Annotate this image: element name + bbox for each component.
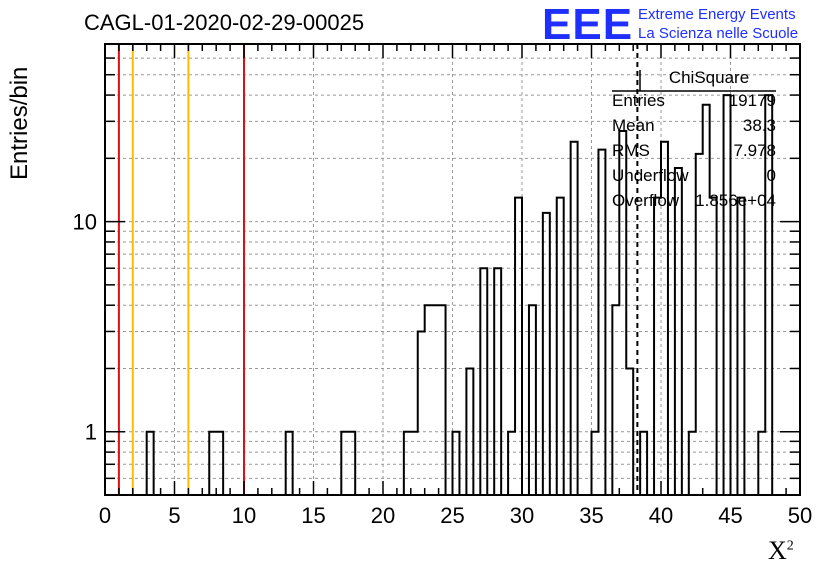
- x-tick-label: 20: [371, 503, 395, 528]
- eee-logo: EEE: [542, 0, 634, 49]
- histogram-bin: [592, 432, 599, 495]
- stats-value: 19179: [728, 91, 776, 110]
- x-tick-label: 25: [440, 503, 464, 528]
- x-axis-label-base: X: [768, 536, 787, 565]
- x-axis-label-sup: 2: [786, 538, 794, 554]
- stats-row-overflow: Overflow 1.856e+04: [612, 188, 776, 213]
- x-tick-label: 50: [788, 503, 812, 528]
- histogram-bin: [640, 432, 647, 495]
- chart-title: CAGL-01-2020-02-29-00025: [84, 10, 365, 35]
- histogram-bin: [404, 432, 411, 495]
- histogram-bin: [529, 305, 536, 495]
- histogram-bin: [710, 198, 717, 495]
- x-axis-label: X2: [768, 536, 794, 566]
- histogram-bin: [341, 432, 348, 495]
- histogram-bin: [515, 198, 522, 495]
- histogram-bin: [675, 168, 682, 495]
- histogram-bin: [147, 432, 154, 495]
- stats-value: 0: [766, 166, 776, 185]
- x-tick-label: 30: [510, 503, 534, 528]
- x-tick-label: 0: [99, 503, 111, 528]
- histogram-bin: [480, 268, 487, 495]
- stats-label: Entries: [612, 91, 665, 110]
- histogram-bin: [494, 268, 501, 495]
- histogram-bin: [453, 432, 460, 495]
- x-tick-label: 45: [718, 503, 742, 528]
- stats-row-rms: RMS 7.978: [612, 138, 776, 163]
- x-tick-label: 40: [649, 503, 673, 528]
- histogram-bin: [654, 198, 661, 495]
- stats-row-mean: Mean 38.3: [612, 113, 776, 138]
- histogram-bin: [432, 305, 439, 495]
- y-tick-label: 1: [85, 420, 97, 445]
- histogram-bin: [689, 432, 696, 495]
- histogram-bin: [508, 432, 515, 495]
- x-tick-label: 35: [579, 503, 603, 528]
- x-tick-label: 5: [168, 503, 180, 528]
- stats-label: RMS: [612, 141, 650, 160]
- stats-title: ChiSquare: [668, 68, 750, 87]
- histogram-bin: [216, 432, 223, 495]
- histogram-bin: [425, 305, 432, 495]
- x-tick-label: 10: [232, 503, 256, 528]
- logo-line-2: La Scienza nelle Scuole: [638, 25, 799, 42]
- histogram-bin: [626, 368, 633, 495]
- histogram-bin: [439, 305, 446, 495]
- stats-value: 7.978: [733, 141, 776, 160]
- histogram-bin: [598, 150, 605, 495]
- histogram-bin: [557, 198, 564, 495]
- stats-row-entries: Entries 19179: [612, 88, 776, 113]
- stats-row-underflow: Underflow 0: [612, 163, 776, 188]
- logo-line-1: Extreme Energy Events: [638, 6, 796, 23]
- histogram-bin: [466, 368, 473, 495]
- histogram-bin: [209, 432, 216, 495]
- histogram-bin: [737, 198, 744, 495]
- x-tick-label: 15: [301, 503, 325, 528]
- stats-label: Underflow: [612, 166, 689, 185]
- histogram-bin: [758, 432, 765, 495]
- stats-box: ChiSquare Entries 19179 Mean 38.3 RMS 7.978 Un…: [612, 68, 776, 213]
- histogram-bin: [571, 142, 578, 495]
- stats-label: Mean: [612, 116, 655, 135]
- histogram-bin: [543, 213, 550, 495]
- histogram-bin: [286, 432, 293, 495]
- stats-label: Overflow: [612, 191, 680, 210]
- histogram-bin: [411, 432, 418, 495]
- histogram-bin: [348, 432, 355, 495]
- stats-value: 1.856e+04: [695, 191, 776, 210]
- stats-value: 38.3: [742, 116, 776, 135]
- histogram-bin: [418, 331, 425, 495]
- y-tick-label: 10: [73, 210, 97, 235]
- histogram-bin: [612, 305, 619, 495]
